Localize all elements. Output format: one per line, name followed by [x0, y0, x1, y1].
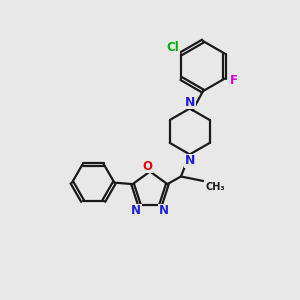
Text: N: N [184, 95, 195, 109]
Text: N: N [131, 205, 141, 218]
Text: Cl: Cl [167, 40, 179, 54]
Text: N: N [184, 154, 195, 167]
Text: CH₃: CH₃ [206, 182, 225, 192]
Text: O: O [142, 160, 152, 173]
Text: N: N [159, 205, 169, 218]
Text: F: F [230, 74, 238, 87]
